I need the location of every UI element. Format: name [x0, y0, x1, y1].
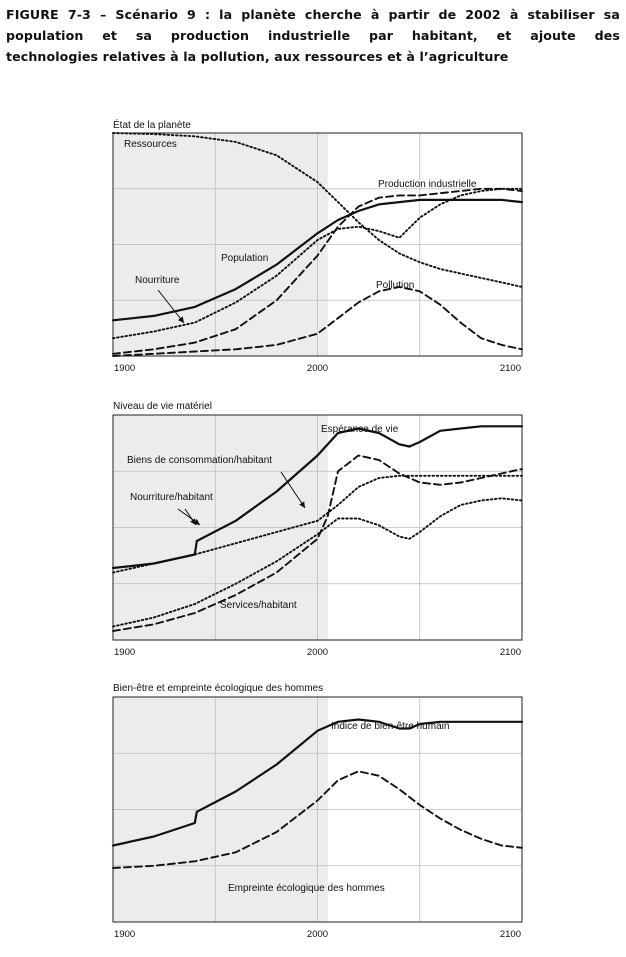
series-line-indice-de-bien-tre-humain	[111, 718, 524, 847]
series-line-production-industrielle	[112, 187, 523, 355]
plot-frame	[112, 132, 523, 357]
series-line-esp-rance-de-vie	[111, 425, 524, 570]
x-tick-label: 1900	[114, 647, 135, 658]
caption-line-3: technologies relatives à la pollution, a…	[6, 49, 509, 64]
series-line-services-habitant	[112, 497, 523, 628]
x-tick-label: 2100	[500, 647, 521, 658]
series-line-nourriture	[112, 187, 523, 340]
series-label: Ressources	[124, 139, 177, 150]
series-line-biens-de-consommation-habitant	[112, 454, 523, 632]
x-tick-label: 1900	[114, 363, 135, 374]
x-tick-label: 2100	[500, 363, 521, 374]
series-label: Biens de consommation/habitant	[127, 455, 272, 466]
x-tick-label: 1900	[114, 929, 135, 940]
panel-title: Niveau de vie matériel	[113, 401, 212, 412]
nourriture-arrow-head	[177, 316, 184, 323]
figure-caption: FIGURE 7-3 – Scénario 9 : la planète che…	[6, 4, 620, 67]
series-label: Espérance de vie	[321, 424, 399, 435]
series-label: Indice de bien-être humain	[331, 721, 449, 732]
nourriture-arrow	[157, 289, 185, 324]
chart-panel-1: Ressources Production industrielle Populat…	[111, 118, 524, 374]
caption-line-2: population et sa production industrielle…	[6, 28, 620, 43]
panel-title: État de la planète	[113, 118, 191, 131]
panel-title: Bien-être et empreinte écologique des ho…	[113, 683, 323, 694]
plot-frame	[112, 696, 523, 923]
series-line-empreinte-cologique-des-hommes	[112, 770, 523, 869]
series-label: Pollution	[376, 280, 414, 291]
biens-arrow-head	[299, 501, 305, 508]
series-label: Services/habitant	[220, 600, 297, 611]
nourriture-habitant-arrow-2-head	[190, 518, 196, 525]
series-line-pollution	[112, 285, 523, 357]
series-line-nourriture-habitant	[112, 474, 523, 574]
series-line-ressources	[112, 132, 523, 288]
series-label: Empreinte écologique des hommes	[228, 883, 385, 894]
x-tick-label: 2100	[500, 929, 521, 940]
series-label: Production industrielle	[378, 179, 477, 190]
series-label: Population	[221, 253, 268, 264]
biens-arrow	[280, 471, 306, 509]
series-label: Nourriture	[135, 275, 180, 286]
x-tick-label: 2000	[307, 929, 328, 940]
chart-panel-3: Indice de bien-être humain Empreinte écol…	[111, 683, 524, 940]
x-tick-label: 2000	[307, 363, 328, 374]
plot-frame	[112, 414, 523, 641]
x-tick-label: 2000	[307, 647, 328, 658]
chart-panel-2: Espérance de vie Biens de consommation/ha…	[111, 401, 524, 658]
series-label: Nourriture/habitant	[130, 492, 213, 503]
series-line-population	[111, 198, 524, 322]
caption-line-1: FIGURE 7-3 – Scénario 9 : la planète che…	[6, 7, 620, 22]
